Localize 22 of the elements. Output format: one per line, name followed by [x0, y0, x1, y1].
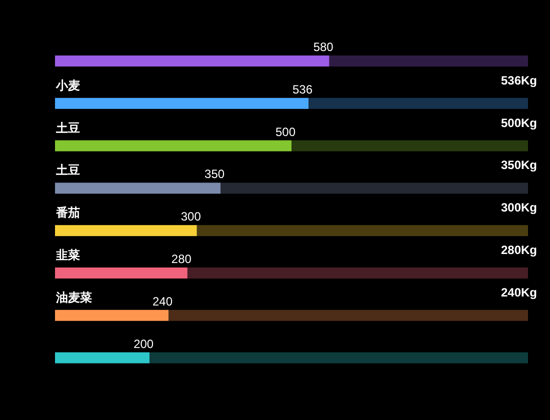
y-tick-label: 韭菜: [55, 248, 80, 262]
y-tick-label: 土豆: [55, 120, 80, 135]
annotation: 536Kg: [500, 73, 537, 88]
data-label: 500: [275, 124, 296, 139]
annotation: 280Kg: [500, 243, 537, 257]
data-label: 200: [134, 336, 154, 351]
y-tick-label: 油麦菜: [55, 290, 92, 304]
data-label: 240: [152, 294, 173, 308]
data-label: 536: [292, 82, 313, 96]
data-label: 350: [204, 167, 225, 182]
annotation: 300Kg: [500, 200, 537, 215]
y-tick-label: 番茄: [55, 206, 80, 220]
bar: [55, 310, 169, 321]
annotation: 240Kg: [500, 285, 537, 300]
annotation: 500Kg: [500, 116, 537, 130]
data-label: 300: [180, 210, 202, 224]
bar: [55, 352, 150, 364]
y-tick-label: 小麦: [55, 78, 80, 92]
y-tick-label: 土豆: [55, 163, 80, 178]
data-label: 280: [171, 252, 192, 266]
data-label: 580: [313, 40, 334, 54]
annotation: 350Kg: [500, 158, 537, 172]
